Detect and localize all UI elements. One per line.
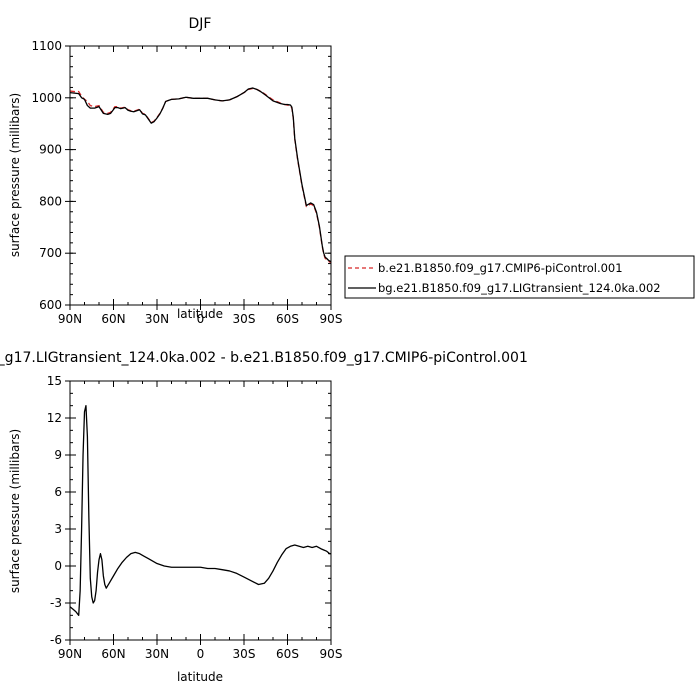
bottom-y-tick-label: -6 bbox=[50, 633, 62, 647]
top-x-tick-label: 60S bbox=[276, 312, 299, 326]
bottom-x-tick-label: 60N bbox=[101, 647, 125, 661]
top-y-tick-label: 1100 bbox=[31, 39, 62, 53]
top-x-tick-label: 90S bbox=[320, 312, 343, 326]
top-x-tick-label: 0 bbox=[197, 312, 205, 326]
bottom-y-tick-label: 0 bbox=[54, 559, 62, 573]
bottom-axes: -6 -3 0 3 6 9 12 15 90N 60N 30N 0 30S 60S 90S bbox=[47, 374, 343, 661]
bottom-series-line-difference bbox=[69, 405, 331, 616]
top-y-tick-label: 900 bbox=[39, 143, 62, 157]
bottom-y-tick-label: 12 bbox=[47, 411, 62, 425]
bottom-x-axis-label: latitude bbox=[177, 670, 223, 684]
bottom-chart-title: bg.e21.B1850.f09_g17.LIGtransient_124.0k… bbox=[0, 350, 528, 366]
top-x-axis-label: latitude bbox=[177, 307, 223, 321]
bottom-plot-frame bbox=[69, 380, 332, 641]
bottom-x-tick-label: 60S bbox=[276, 647, 299, 661]
bottom-y-tick-label: 3 bbox=[54, 522, 62, 536]
top-y-tick-label: 700 bbox=[39, 246, 62, 260]
top-chart-title: DJF bbox=[189, 16, 212, 32]
top-y-axis-label: surface pressure (millibars) bbox=[8, 93, 22, 257]
top-y-tick-label: 600 bbox=[39, 298, 62, 312]
top-axes: 600 700 800 900 1000 1100 90N 60N 30N 0 30S 60S 90S bbox=[31, 39, 342, 326]
bottom-x-tick-label: 30N bbox=[145, 647, 169, 661]
top-x-tick-label: 90N bbox=[58, 312, 82, 326]
top-x-tick-label: 60N bbox=[101, 312, 125, 326]
legend-frame bbox=[344, 255, 695, 299]
bottom-x-tick-label: 90N bbox=[58, 647, 82, 661]
bottom-x-tick-label: 90S bbox=[320, 647, 343, 661]
bottom-plot: -6 -3 0 3 6 9 12 15 90N 60N 30N 0 30S 60S 90S bbox=[47, 374, 343, 661]
top-x-tick-label: 30S bbox=[233, 312, 256, 326]
bottom-x-tick-label: 30S bbox=[233, 647, 256, 661]
top-panel: DJF surface pressure (millibars) 600 700 8… bbox=[8, 16, 342, 326]
top-plot: 600 700 800 900 1000 1100 90N 60N 30N 0 30S 60S 90S bbox=[31, 39, 342, 326]
bottom-y-tick-label: 9 bbox=[54, 448, 62, 462]
legend-label-picontrol: b.e21.B1850.f09_g17.CMIP6-piControl.001 bbox=[378, 261, 623, 275]
top-x-tick-label: 30N bbox=[145, 312, 169, 326]
legend: b.e21.B1850.f09_g17.CMIP6-piControl.001 … bbox=[344, 255, 695, 299]
bottom-panel: bg.e21.B1850.f09_g17.LIGtransient_124.0k… bbox=[0, 350, 528, 684]
top-series-line-ligtransient bbox=[69, 87, 332, 263]
top-plot-frame bbox=[69, 45, 332, 306]
top-series-line-picontrol bbox=[69, 87, 332, 264]
bottom-y-tick-label: -3 bbox=[50, 596, 62, 610]
top-y-tick-label: 1000 bbox=[31, 91, 62, 105]
bottom-x-tick-label: 0 bbox=[197, 647, 205, 661]
bottom-y-tick-label: 6 bbox=[54, 485, 62, 499]
legend-label-ligtransient: bg.e21.B1850.f09_g17.LIGtransient_124.0k… bbox=[378, 281, 661, 295]
bottom-y-tick-label: 15 bbox=[47, 374, 62, 388]
top-y-tick-label: 800 bbox=[39, 194, 62, 208]
bottom-y-axis-label: surface pressure (millibars) bbox=[8, 429, 22, 593]
